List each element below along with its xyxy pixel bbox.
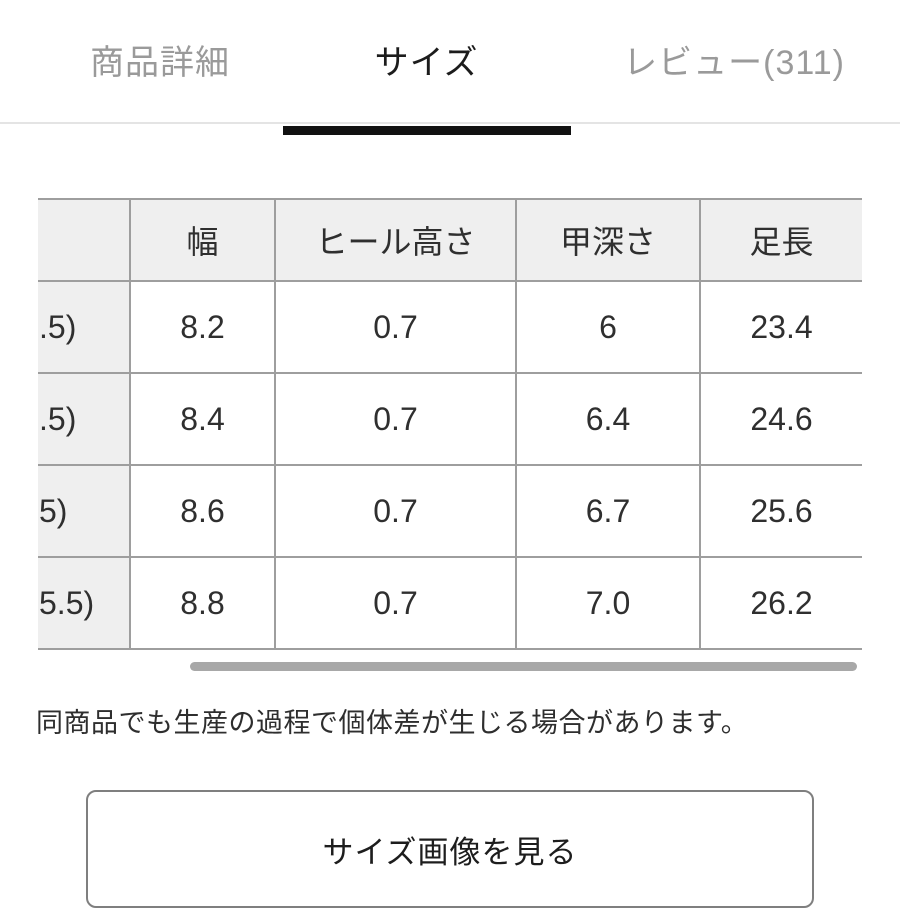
- table-cell: 0.7: [274, 556, 517, 650]
- table-cell: 0.7: [274, 280, 517, 374]
- table-cell: 8.4: [129, 372, 276, 466]
- row-header-cell: 5): [38, 464, 131, 558]
- table-cell: 6.7: [515, 464, 701, 558]
- row-header-cell: .5): [38, 372, 131, 466]
- table-cell: 8.6: [129, 464, 276, 558]
- size-table-scroll-area[interactable]: 幅 ヒール高さ 甲深さ 足長 .5) 8.2 0.7 6 23.4 .5) 8.…: [38, 198, 862, 671]
- table-row: 5.5) 8.8 0.7 7.0 26.2: [38, 556, 862, 650]
- tab-reviews[interactable]: レビュー(311): [623, 43, 845, 82]
- table-row: 5) 8.6 0.7 6.7 25.6: [38, 464, 862, 558]
- production-variance-note: 同商品でも生産の過程で個体差が生じる場合があります。: [36, 708, 749, 738]
- view-size-image-button[interactable]: サイズ画像を見る: [86, 790, 814, 908]
- horizontal-scrollbar-thumb[interactable]: [190, 662, 857, 671]
- row-header-cell: 5.5): [38, 556, 131, 650]
- table-cell: 6.4: [515, 372, 701, 466]
- table-cell: 25.6: [699, 464, 862, 558]
- table-cell: 6: [515, 280, 701, 374]
- row-header-cell: .5): [38, 280, 131, 374]
- table-cell: 24.6: [699, 372, 862, 466]
- table-cell: 23.4: [699, 280, 862, 374]
- table-cell: 0.7: [274, 464, 517, 558]
- size-table: 幅 ヒール高さ 甲深さ 足長 .5) 8.2 0.7 6 23.4 .5) 8.…: [38, 198, 862, 650]
- table-row: .5) 8.2 0.7 6 23.4: [38, 280, 862, 374]
- column-header-foot-length: 足長: [699, 198, 862, 282]
- column-header-instep-depth: 甲深さ: [515, 198, 701, 282]
- table-cell: 0.7: [274, 372, 517, 466]
- tab-product-details[interactable]: 商品詳細: [90, 43, 230, 82]
- table-cell: 8.8: [129, 556, 276, 650]
- table-cell: 26.2: [699, 556, 862, 650]
- table-cell: 7.0: [515, 556, 701, 650]
- column-header-width: 幅: [129, 198, 276, 282]
- column-header-size: [38, 198, 131, 282]
- product-tab-bar: 商品詳細 サイズ レビュー(311): [0, 0, 900, 124]
- column-header-heel-height: ヒール高さ: [274, 198, 517, 282]
- table-header-row: 幅 ヒール高さ 甲深さ 足長: [38, 198, 862, 282]
- table-cell: 8.2: [129, 280, 276, 374]
- tab-size[interactable]: サイズ: [375, 35, 479, 88]
- table-row: .5) 8.4 0.7 6.4 24.6: [38, 372, 862, 466]
